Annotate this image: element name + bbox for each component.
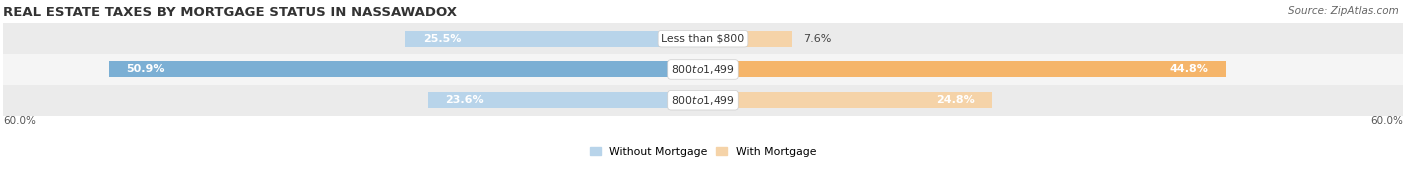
Text: $800 to $1,499: $800 to $1,499 xyxy=(671,63,735,76)
Bar xyxy=(703,31,792,47)
Text: 7.6%: 7.6% xyxy=(803,34,832,44)
Bar xyxy=(427,92,703,108)
Bar xyxy=(405,31,703,47)
Text: Less than $800: Less than $800 xyxy=(661,34,745,44)
Bar xyxy=(703,62,1226,77)
Text: 50.9%: 50.9% xyxy=(127,64,165,74)
Bar xyxy=(3,54,1403,85)
Bar xyxy=(703,92,993,108)
Text: 24.8%: 24.8% xyxy=(936,95,974,105)
Text: Source: ZipAtlas.com: Source: ZipAtlas.com xyxy=(1288,6,1399,16)
Legend: Without Mortgage, With Mortgage: Without Mortgage, With Mortgage xyxy=(585,142,821,161)
Text: 23.6%: 23.6% xyxy=(446,95,484,105)
Text: 60.0%: 60.0% xyxy=(3,116,35,126)
Text: $800 to $1,499: $800 to $1,499 xyxy=(671,94,735,107)
Bar xyxy=(3,23,1403,54)
Text: REAL ESTATE TAXES BY MORTGAGE STATUS IN NASSAWADOX: REAL ESTATE TAXES BY MORTGAGE STATUS IN … xyxy=(3,6,457,19)
Bar xyxy=(110,62,703,77)
Bar xyxy=(3,85,1403,116)
Text: 25.5%: 25.5% xyxy=(423,34,461,44)
Text: 44.8%: 44.8% xyxy=(1170,64,1208,74)
Text: 60.0%: 60.0% xyxy=(1371,116,1403,126)
